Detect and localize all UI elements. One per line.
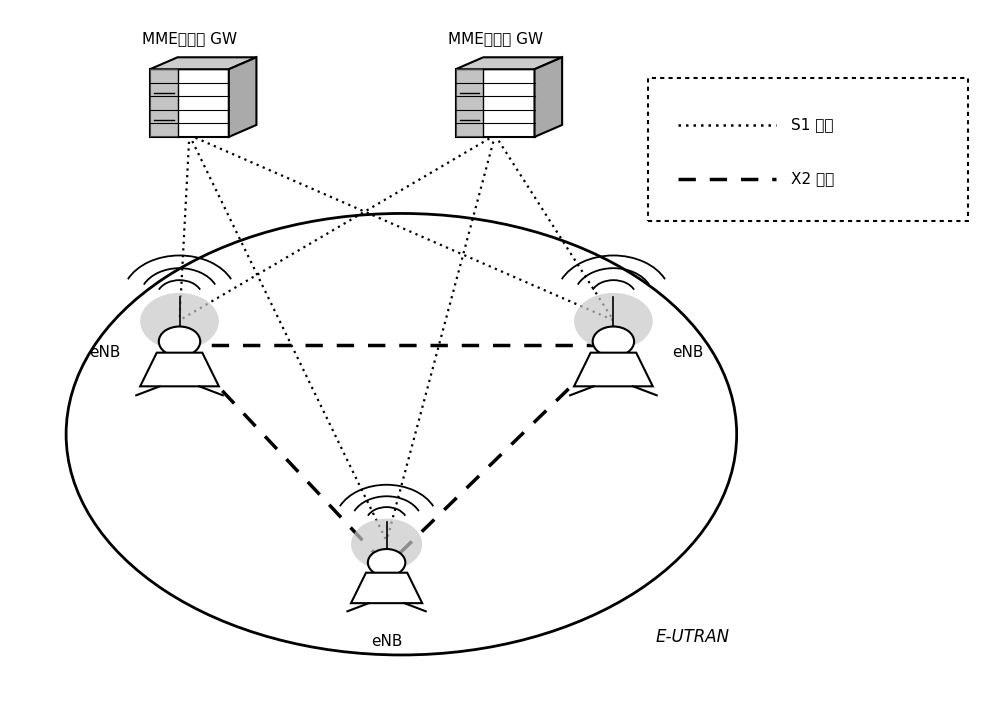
Text: MME／服务 GW: MME／服务 GW — [142, 32, 237, 46]
Text: E-UTRAN: E-UTRAN — [655, 628, 729, 646]
Text: MME／服务 GW: MME／服务 GW — [448, 32, 543, 46]
Polygon shape — [150, 69, 178, 137]
Polygon shape — [140, 353, 219, 386]
Circle shape — [574, 293, 653, 350]
Circle shape — [159, 327, 200, 356]
Polygon shape — [229, 57, 256, 137]
Polygon shape — [456, 57, 562, 69]
Polygon shape — [535, 57, 562, 137]
Text: eNB: eNB — [89, 345, 120, 360]
Polygon shape — [456, 69, 483, 137]
Polygon shape — [574, 353, 653, 386]
Circle shape — [351, 518, 422, 570]
Polygon shape — [351, 573, 422, 603]
Circle shape — [593, 327, 634, 356]
FancyBboxPatch shape — [648, 78, 968, 221]
Circle shape — [140, 293, 219, 350]
Circle shape — [368, 549, 405, 576]
Text: S1 接口: S1 接口 — [791, 118, 833, 133]
Text: eNB: eNB — [673, 345, 704, 360]
Text: eNB: eNB — [371, 634, 402, 648]
Polygon shape — [150, 69, 229, 137]
Polygon shape — [150, 57, 256, 69]
Text: X2 接口: X2 接口 — [791, 171, 834, 187]
Polygon shape — [456, 69, 535, 137]
